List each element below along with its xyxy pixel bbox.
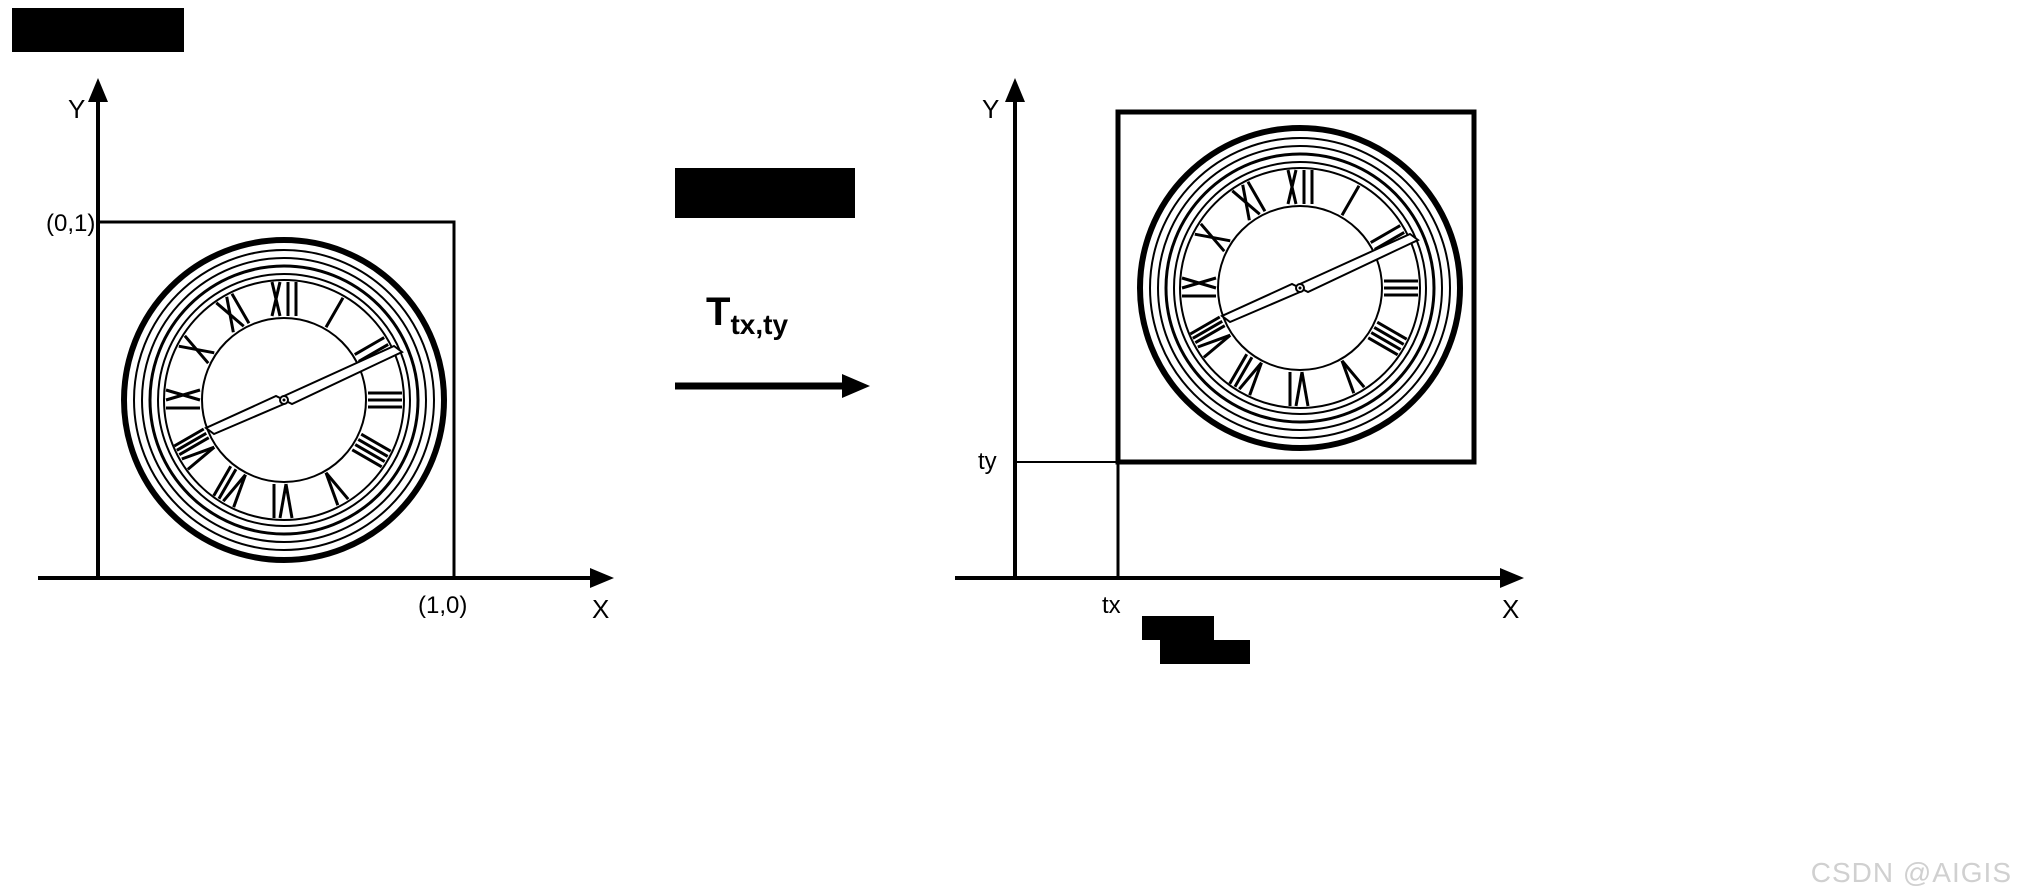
right-ty-label: ty bbox=[978, 448, 997, 476]
clock-face-svg bbox=[1136, 124, 1464, 452]
right-x-axis-label: X bbox=[1502, 594, 1519, 625]
watermark-text: CSDN @AIGIS bbox=[1811, 857, 2012, 889]
redaction-block bbox=[1160, 640, 1250, 664]
right-y-axis-label: Y bbox=[982, 94, 999, 125]
right-tx-label: tx bbox=[1102, 592, 1121, 620]
redaction-block bbox=[1142, 616, 1214, 640]
right-clock bbox=[1136, 124, 1464, 452]
